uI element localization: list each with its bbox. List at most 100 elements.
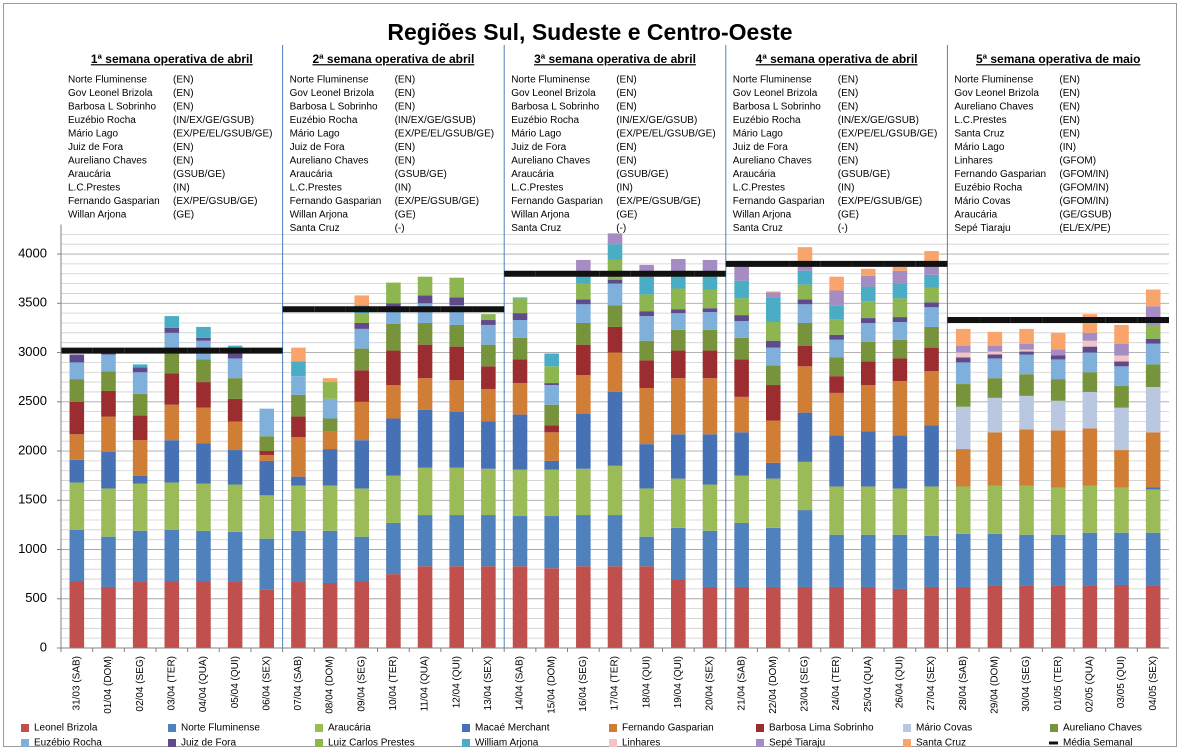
bar-segment [417,378,433,410]
panel-item-code: (IN/EX/GE/GSUB) [838,115,919,126]
bar-segment [544,516,559,569]
bar-segment [1114,407,1129,451]
bar-segment [512,414,528,470]
x-tick-label: 23/04 (SEG) [800,656,811,712]
bar-segment [892,588,908,648]
bar-segment [322,398,338,419]
panel-item-code: (GE) [616,210,637,221]
bar-segment [766,462,781,479]
bar-segment [797,586,813,648]
bar-segment [766,478,781,528]
bar-segment [639,360,654,388]
x-tick-label: 11/04 (QUA) [420,656,431,711]
bar-segment [259,538,275,590]
bar-segment [924,371,939,426]
bar-segment [481,314,496,321]
panel-item-name: Gov Leonel Brizola [511,88,596,99]
bar-segment [829,586,844,648]
bar-segment [734,280,749,299]
panel-title: 4ª semana operativa de abril [756,52,918,66]
bar-segment [481,388,496,422]
bar-segment [1145,432,1161,488]
bar-segment [607,244,623,260]
legend-marker [21,724,29,732]
panel-item-name: Mário Lago [954,142,1004,153]
bar-segment [449,515,464,567]
bar-segment [196,382,211,408]
legend-marker [315,739,323,747]
bar-segment [829,357,844,377]
y-tick-label: 3000 [18,344,47,359]
bar-segment [322,449,338,486]
bar-segment [860,275,876,287]
bar-segment [196,443,211,484]
bar-segment [607,326,623,353]
bar-segment [132,364,148,368]
panel-item-name: Norte Fluminense [511,75,590,86]
bar-segment [639,488,654,537]
panel-item-code: (EN) [395,102,416,113]
bar-segment [987,585,1003,648]
bar-segment [449,380,464,412]
panel-item-name: Norte Fluminense [290,75,369,86]
bar-segment [1019,328,1034,344]
bar-segment [1019,351,1034,355]
bar-segment [1145,343,1161,365]
bar-segment [101,416,116,453]
bar-segment [164,482,180,530]
bar-segment [291,361,306,377]
bar-segment [1145,585,1161,648]
bar-segment [512,313,528,321]
bar-segment [797,284,813,300]
bar-segment [291,476,306,486]
bar-segment [481,421,496,469]
x-tick-label: 24/04 (TER) [831,656,842,710]
panel-item-name: Juiz de Fora [290,142,345,153]
bar-segment [860,318,876,323]
panel-item-code: (EN) [395,88,416,99]
legend-label: Fernando Gasparian [622,723,714,734]
panel-item-code: (EX/PE/EL/GSUB/GE) [838,129,937,140]
bar-segment [987,432,1003,486]
bar-segment [1019,354,1034,375]
legend-marker [903,739,911,747]
bar-segment [291,437,306,477]
panel-item-name: Euzébio Rocha [68,115,136,126]
bar-segment [860,301,876,319]
bar-segment [196,359,211,383]
legend-label: Sepé Tiaraju [769,738,825,749]
bar-segment [386,522,401,575]
x-tick-label: 22/04 (DOM) [768,656,779,714]
bar-segment [449,277,464,298]
bar-segment [512,297,528,299]
bar-segment [671,350,686,379]
x-tick-label: 14/04 (SAB) [515,656,526,710]
bar-segment [1082,332,1098,341]
bar-segment [1082,485,1098,533]
bar-segment [481,324,496,345]
panel-title: 1ª semana operativa de abril [91,52,253,66]
bar-segment [639,536,654,567]
bar-segment [1082,532,1098,586]
panel-item-name: Norte Fluminense [68,75,147,86]
panel-item-code: (EN) [173,88,194,99]
bar-segment [1114,487,1129,533]
bar-segment [1019,534,1034,586]
legend-label: Juiz de Fora [181,738,236,749]
bar-segment [860,322,876,342]
bar-segment [1019,349,1034,352]
bar-segment [702,530,718,587]
panel-item-code: (IN/EX/GE/GSUB) [395,115,476,126]
bar-segment [892,270,908,284]
bar-segment [69,581,85,648]
bar-segment [924,425,939,487]
bar-segment [354,401,370,441]
bar-segment [512,320,528,338]
bar-segment [734,522,749,587]
panel-item-name: Araucária [68,169,111,180]
bar-segment [955,357,971,363]
bar-segment [69,482,85,530]
x-tick-label: 30/04 (SEG) [1021,656,1032,712]
panel-item-name: Fernando Gasparian [733,196,825,207]
